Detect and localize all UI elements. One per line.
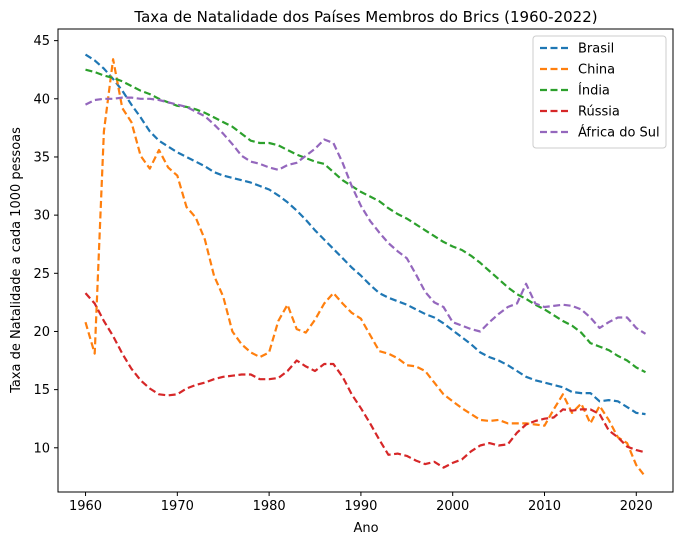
y-tick-label: 10	[33, 441, 50, 456]
x-tick-label: 1980	[253, 499, 286, 514]
x-tick-label: 2010	[528, 499, 561, 514]
legend-label-0: Brasil	[578, 42, 614, 57]
legend-label-3: Rússia	[578, 105, 620, 120]
y-tick-label: 35	[33, 150, 50, 165]
x-tick-label: 2000	[436, 499, 469, 514]
series-line-1	[84, 58, 647, 478]
y-tick-label: 20	[33, 325, 50, 340]
legend: Brasil China Índia Rússia África do Sul	[532, 35, 667, 149]
legend-label-1: China	[578, 63, 615, 78]
series-line-0	[84, 53, 646, 416]
x-tick-label: 1970	[161, 499, 194, 514]
x-axis: 1960 1970 1980 1990 2000 2010 2020	[69, 492, 653, 514]
y-tick-label: 25	[33, 267, 50, 282]
legend-label-4: África do Sul	[578, 125, 660, 141]
x-tick-label: 1990	[344, 499, 377, 514]
series-line-3	[84, 292, 646, 469]
y-tick-label: 30	[33, 209, 50, 224]
series-layer	[84, 53, 647, 478]
x-tick-label: 2020	[620, 499, 653, 514]
legend-box	[532, 35, 667, 149]
y-axis-label: Taxa de Natalidade a cada 1000 pessoas	[9, 127, 24, 394]
y-tick-label: 45	[33, 34, 50, 49]
y-tick-label: 40	[33, 92, 50, 107]
y-axis: 10 15 20 25 30 35 40 45	[33, 34, 58, 456]
x-axis-label: Ano	[353, 521, 378, 536]
chart-title: Taxa de Natalidade dos Países Membros do…	[133, 8, 597, 26]
series-line-4	[85, 96, 647, 335]
x-tick-label: 1960	[69, 499, 102, 514]
y-tick-label: 15	[33, 383, 50, 398]
legend-label-2: Índia	[578, 83, 610, 99]
